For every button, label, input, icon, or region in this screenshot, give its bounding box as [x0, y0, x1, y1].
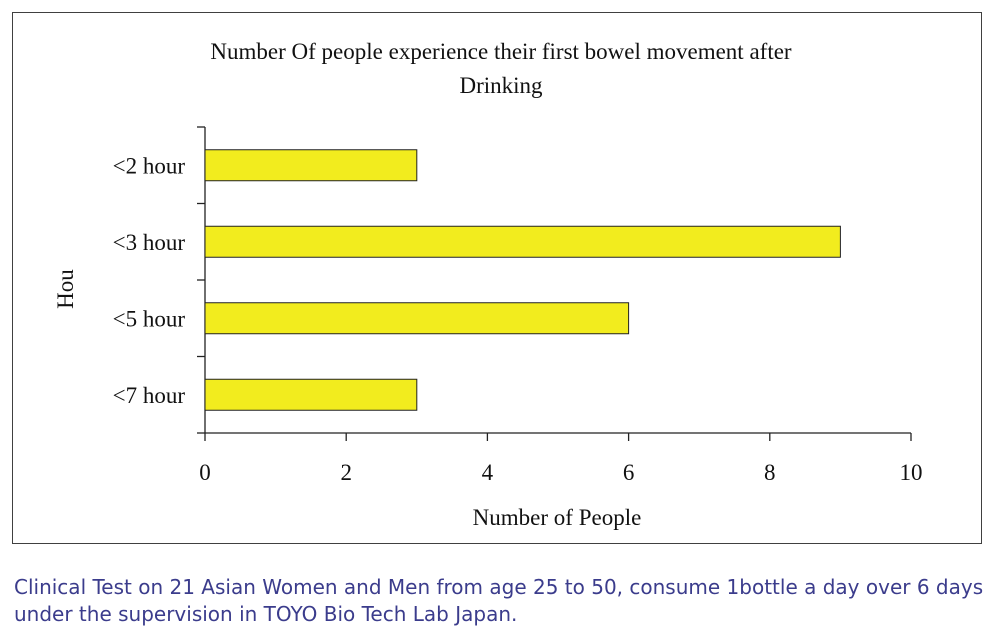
chart-title-line-2: Drinking — [459, 73, 543, 98]
x-tick-label: 0 — [199, 460, 211, 485]
x-tick-label: 4 — [482, 460, 494, 485]
chart-title-line-1: Number Of people experience their first … — [210, 39, 791, 64]
bar-1 — [204, 149, 418, 182]
caption-text: Clinical Test on 21 Asian Women and Men … — [14, 575, 984, 626]
bar-4 — [204, 378, 418, 411]
category-label: <5 hour — [113, 306, 186, 331]
category-label: <3 hour — [113, 230, 186, 255]
category-label: <7 hour — [113, 383, 186, 408]
bar-chart: Number Of people experience their first … — [53, 39, 923, 530]
x-tick-label: 2 — [340, 460, 352, 485]
x-tick-label: 10 — [900, 460, 923, 485]
chart-frame: Number Of people experience their first … — [12, 12, 982, 544]
x-axis-label: Number of People — [473, 505, 642, 530]
x-tick-label: 6 — [623, 460, 635, 485]
category-label: <2 hour — [113, 153, 186, 178]
y-axis-label: Hou — [53, 269, 78, 309]
bar-3 — [204, 302, 630, 335]
bar-2 — [204, 225, 841, 258]
plot-area: 0 2 4 6 8 10 <2 hour <3 hour <5 hour <7 hour — [113, 126, 923, 485]
x-tick-label: 8 — [764, 460, 776, 485]
